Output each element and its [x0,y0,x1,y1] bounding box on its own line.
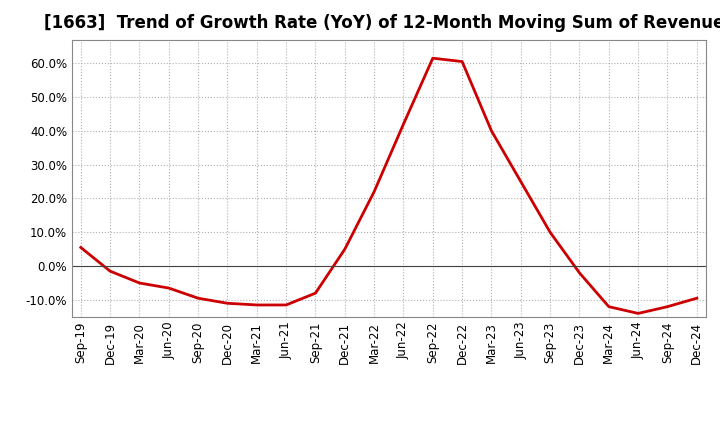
Title: [1663]  Trend of Growth Rate (YoY) of 12-Month Moving Sum of Revenues: [1663] Trend of Growth Rate (YoY) of 12-… [44,15,720,33]
